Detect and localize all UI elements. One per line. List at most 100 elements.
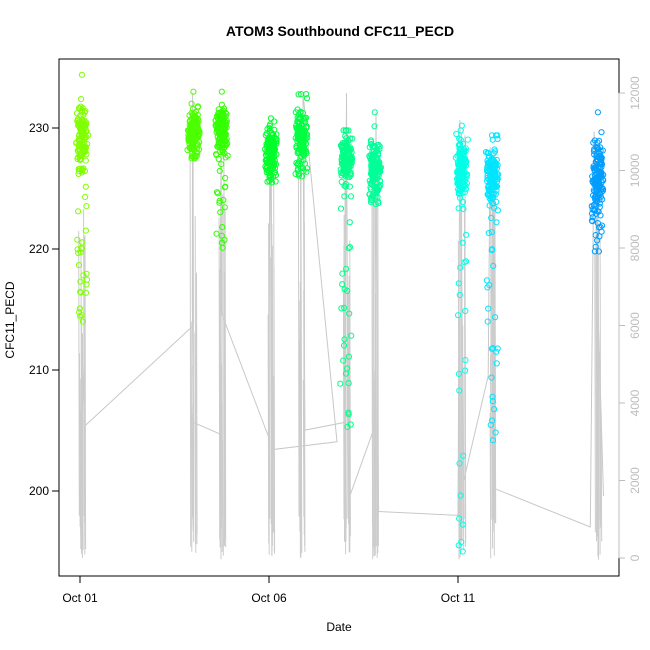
data-point	[337, 380, 344, 387]
altitude-profile	[297, 173, 300, 517]
data-point	[488, 169, 496, 176]
data-point	[222, 183, 229, 190]
data-point	[301, 160, 308, 167]
data-point	[592, 232, 599, 239]
data-point	[217, 209, 224, 216]
data-point-max	[343, 127, 350, 134]
data-point	[493, 348, 500, 355]
data-point	[596, 137, 603, 144]
data-point	[456, 178, 463, 185]
data-point	[462, 367, 469, 374]
data-point	[219, 117, 226, 125]
data-point	[218, 232, 225, 239]
altitude-profile	[374, 378, 376, 556]
data-point	[216, 167, 223, 174]
data-point	[221, 204, 228, 211]
data-point	[368, 169, 376, 176]
data-point	[461, 169, 468, 176]
y2-tick-label: 0	[628, 554, 642, 561]
data-point-min	[344, 423, 351, 430]
data-point	[484, 164, 491, 172]
altitude-profile	[298, 340, 301, 532]
y2-tick-label: 10000	[628, 153, 642, 187]
altitude-profile	[271, 223, 273, 546]
data-point	[295, 172, 303, 179]
data-point	[338, 305, 345, 312]
altitude-profile	[80, 410, 82, 541]
data-point	[490, 262, 497, 269]
altitude-profile	[302, 379, 305, 517]
data-point	[457, 136, 464, 144]
data-point	[456, 460, 463, 467]
altitude-profile	[300, 415, 302, 534]
data-point	[463, 180, 470, 187]
data-point	[341, 342, 348, 349]
data-point	[188, 117, 195, 124]
data-point	[76, 305, 84, 312]
data-point	[485, 149, 492, 157]
data-point	[77, 289, 84, 296]
data-point	[297, 114, 304, 121]
data-point	[77, 313, 84, 320]
data-point	[345, 380, 352, 387]
data-point	[458, 170, 465, 177]
data-point	[272, 178, 279, 185]
data-point	[269, 162, 277, 169]
data-point	[454, 169, 461, 176]
data-point-min	[191, 155, 198, 162]
data-point	[80, 272, 87, 279]
data-point	[337, 142, 345, 149]
data-point	[598, 188, 605, 195]
data-point	[482, 149, 490, 156]
data-point	[213, 189, 221, 196]
y2-tick-label: 2000	[628, 467, 642, 494]
data-point	[221, 236, 228, 244]
data-point	[454, 180, 461, 187]
altitude-profile	[191, 413, 193, 518]
data-point	[373, 154, 381, 161]
data-point	[459, 239, 466, 246]
data-point	[215, 130, 222, 137]
data-point	[597, 168, 604, 175]
altitude-profile	[596, 207, 598, 537]
altitude-profile	[192, 142, 195, 542]
data-point	[271, 169, 278, 176]
data-point	[342, 133, 349, 140]
data-point	[487, 421, 494, 428]
data-point	[484, 191, 491, 198]
y-tick-label: 210	[29, 363, 49, 377]
data-point	[456, 135, 463, 142]
altitude-profile	[344, 180, 347, 555]
data-point	[456, 515, 463, 522]
data-point	[373, 156, 380, 164]
data-point	[82, 193, 89, 200]
y-axis-title: CFC11_PECD	[3, 281, 17, 358]
data-point	[75, 208, 82, 215]
data-point	[345, 245, 352, 252]
data-point	[368, 164, 375, 171]
data-point	[491, 406, 498, 413]
data-point	[293, 124, 300, 131]
data-point	[339, 281, 346, 288]
data-point	[80, 129, 87, 136]
data-point	[462, 357, 469, 364]
data-point	[489, 398, 496, 405]
data-point	[295, 148, 302, 155]
data-point	[590, 192, 597, 199]
data-point	[599, 196, 606, 203]
data-point	[270, 141, 277, 148]
data-point	[78, 239, 86, 246]
data-point	[492, 314, 499, 321]
altitude-profile	[493, 189, 496, 523]
data-point	[367, 137, 374, 144]
altitude-profile	[84, 235, 87, 550]
data-point	[303, 95, 311, 102]
data-point	[189, 131, 196, 138]
data-point	[214, 126, 221, 133]
axes-layer: Oct 01 Oct 06 Oct 11 200 210 220 230 0 2000 4000 6…	[29, 76, 642, 605]
altitude-profile	[464, 322, 467, 542]
data-point	[75, 119, 82, 126]
data-point	[294, 114, 301, 121]
data-point	[219, 135, 226, 142]
